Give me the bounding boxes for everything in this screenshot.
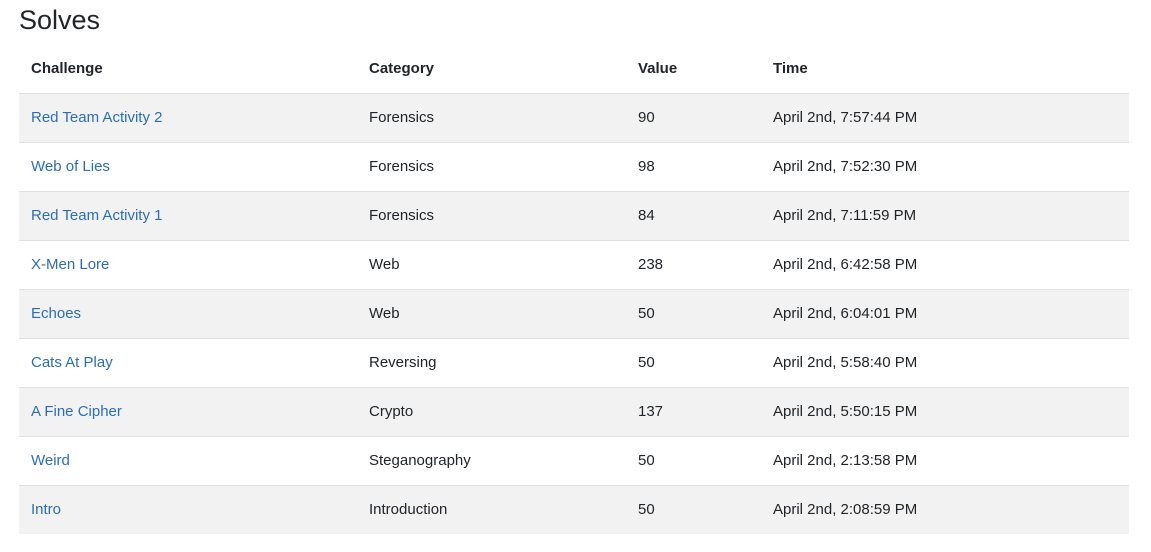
cell-time: April 2nd, 7:52:30 PM	[761, 141, 1129, 191]
cell-time: April 2nd, 2:13:58 PM	[761, 435, 1129, 485]
cell-challenge: Web of Lies	[19, 141, 357, 191]
cell-time: April 2nd, 7:57:44 PM	[761, 92, 1129, 142]
cell-time: April 2nd, 5:58:40 PM	[761, 337, 1129, 387]
cell-time: April 2nd, 2:08:59 PM	[761, 484, 1129, 534]
cell-category: Forensics	[357, 92, 626, 142]
solves-table: Challenge Category Value Time Red Team A…	[19, 45, 1129, 534]
cell-value: 50	[626, 288, 761, 338]
header-time: Time	[761, 45, 1129, 94]
table-row: Intro Introduction 50 April 2nd, 2:08:59…	[19, 484, 1129, 534]
table-body: Red Team Activity 2 Forensics 90 April 2…	[19, 92, 1129, 534]
challenge-link[interactable]: Cats At Play	[31, 354, 113, 371]
table-row: Web of Lies Forensics 98 April 2nd, 7:52…	[19, 141, 1129, 191]
cell-value: 84	[626, 190, 761, 240]
cell-challenge: A Fine Cipher	[19, 386, 357, 436]
cell-category: Web	[357, 239, 626, 289]
cell-value: 238	[626, 239, 761, 289]
cell-value: 98	[626, 141, 761, 191]
challenge-link[interactable]: Red Team Activity 2	[31, 109, 163, 126]
cell-category: Web	[357, 288, 626, 338]
table-row: Cats At Play Reversing 50 April 2nd, 5:5…	[19, 337, 1129, 387]
challenge-link[interactable]: Weird	[31, 452, 70, 469]
challenge-link[interactable]: Echoes	[31, 305, 82, 322]
table-row: Weird Steganography 50 April 2nd, 2:13:5…	[19, 435, 1129, 485]
cell-value: 50	[626, 484, 761, 534]
cell-category: Forensics	[357, 141, 626, 191]
cell-challenge: X-Men Lore	[19, 239, 357, 289]
header-category: Category	[357, 45, 626, 94]
challenge-link[interactable]: Red Team Activity 1	[31, 207, 163, 224]
cell-value: 90	[626, 92, 761, 142]
cell-value: 50	[626, 435, 761, 485]
cell-challenge: Red Team Activity 1	[19, 190, 357, 240]
cell-value: 137	[626, 386, 761, 436]
table-header: Challenge Category Value Time	[19, 45, 1129, 94]
challenge-link[interactable]: X-Men Lore	[31, 256, 110, 273]
cell-category: Steganography	[357, 435, 626, 485]
cell-time: April 2nd, 7:11:59 PM	[761, 190, 1129, 240]
challenge-link[interactable]: Web of Lies	[31, 158, 110, 175]
page-title: Solves	[19, 5, 101, 35]
table-row: X-Men Lore Web 238 April 2nd, 6:42:58 PM	[19, 239, 1129, 289]
cell-time: April 2nd, 6:42:58 PM	[761, 239, 1129, 289]
header-value: Value	[626, 45, 761, 94]
cell-challenge: Cats At Play	[19, 337, 357, 387]
cell-category: Reversing	[357, 337, 626, 387]
header-challenge: Challenge	[19, 45, 357, 94]
cell-time: April 2nd, 5:50:15 PM	[761, 386, 1129, 436]
table-row: Red Team Activity 2 Forensics 90 April 2…	[19, 92, 1129, 142]
cell-value: 50	[626, 337, 761, 387]
cell-challenge: Weird	[19, 435, 357, 485]
cell-challenge: Red Team Activity 2	[19, 92, 357, 142]
cell-category: Crypto	[357, 386, 626, 436]
cell-category: Forensics	[357, 190, 626, 240]
header-row: Challenge Category Value Time	[19, 45, 1129, 94]
challenge-link[interactable]: A Fine Cipher	[31, 403, 122, 420]
table-row: A Fine Cipher Crypto 137 April 2nd, 5:50…	[19, 386, 1129, 436]
table-row: Red Team Activity 1 Forensics 84 April 2…	[19, 190, 1129, 240]
cell-time: April 2nd, 6:04:01 PM	[761, 288, 1129, 338]
cell-category: Introduction	[357, 484, 626, 534]
table-row: Echoes Web 50 April 2nd, 6:04:01 PM	[19, 288, 1129, 338]
challenge-link[interactable]: Intro	[31, 501, 62, 519]
cell-challenge: Intro	[19, 484, 357, 534]
cell-challenge: Echoes	[19, 288, 357, 338]
